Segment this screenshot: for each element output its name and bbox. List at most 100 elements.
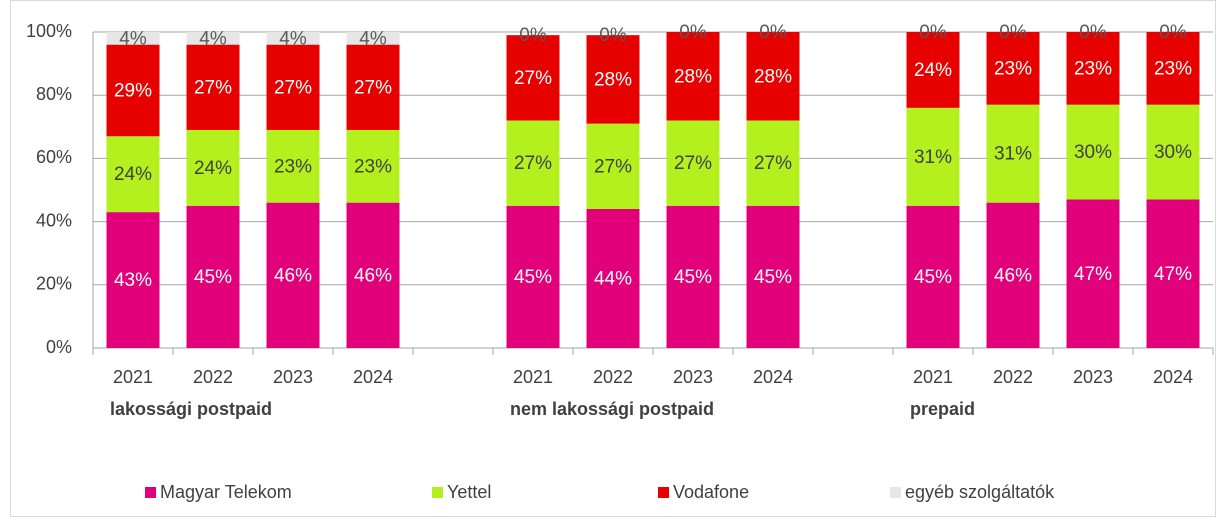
data-label: 45% bbox=[754, 267, 792, 288]
y-tick-label: 0% bbox=[46, 337, 72, 357]
bar-segment bbox=[506, 205, 560, 348]
bar-segment bbox=[746, 32, 800, 121]
data-label: 27% bbox=[514, 153, 552, 174]
x-tick-label: 2023 bbox=[1073, 367, 1113, 387]
y-tick-label: 80% bbox=[36, 84, 72, 104]
bar-segment bbox=[986, 32, 1040, 105]
data-label: 27% bbox=[194, 77, 232, 98]
bar-segment bbox=[186, 129, 240, 206]
data-label: 28% bbox=[594, 69, 632, 90]
bar-segment bbox=[666, 32, 720, 121]
data-label: 47% bbox=[1154, 264, 1192, 285]
legend-swatch bbox=[432, 487, 443, 498]
x-tick-label: 2022 bbox=[993, 367, 1033, 387]
data-label: 45% bbox=[194, 267, 232, 288]
bar-segment bbox=[586, 123, 640, 209]
data-label: 0% bbox=[919, 22, 947, 43]
bar-segment bbox=[1066, 199, 1120, 348]
data-label: 0% bbox=[759, 22, 787, 43]
bar-segment bbox=[746, 120, 800, 206]
data-label: 46% bbox=[994, 265, 1032, 286]
legend-label: Vodafone bbox=[673, 482, 749, 502]
bar-segment bbox=[1146, 199, 1200, 348]
bar-segment bbox=[346, 129, 400, 203]
bar-segment bbox=[986, 202, 1040, 348]
data-label: 31% bbox=[914, 147, 952, 168]
bar-segment bbox=[906, 32, 960, 108]
data-label: 23% bbox=[1154, 58, 1192, 79]
data-label: 43% bbox=[114, 270, 152, 291]
data-label: 46% bbox=[274, 265, 312, 286]
data-label: 4% bbox=[199, 28, 227, 49]
data-label: 0% bbox=[519, 25, 547, 46]
bar-segment bbox=[346, 44, 400, 130]
x-tick-label: 2024 bbox=[353, 367, 393, 387]
data-label: 45% bbox=[914, 267, 952, 288]
data-label: 29% bbox=[114, 80, 152, 101]
bar-segment bbox=[186, 32, 240, 45]
legend-label: Magyar Telekom bbox=[160, 482, 292, 502]
data-label: 45% bbox=[674, 267, 712, 288]
data-label: 24% bbox=[914, 60, 952, 81]
data-label: 28% bbox=[754, 66, 792, 87]
bar-segment bbox=[106, 212, 160, 348]
bar-segment bbox=[586, 35, 640, 124]
group-label: prepaid bbox=[910, 399, 975, 419]
data-label: 23% bbox=[274, 156, 312, 177]
bar-segment bbox=[1146, 104, 1200, 200]
x-tick-label: 2022 bbox=[193, 367, 233, 387]
data-label: 0% bbox=[1079, 22, 1107, 43]
data-label: 0% bbox=[599, 25, 627, 46]
legend-label: egyéb szolgáltatók bbox=[905, 482, 1055, 502]
bar-segment bbox=[506, 120, 560, 206]
bar-segment bbox=[1066, 32, 1120, 105]
data-label: 24% bbox=[194, 158, 232, 179]
bar-segment bbox=[986, 104, 1040, 203]
data-label: 27% bbox=[274, 77, 312, 98]
legend-label: Yettel bbox=[447, 482, 491, 502]
bar-segment bbox=[666, 205, 720, 348]
data-label: 0% bbox=[679, 22, 707, 43]
y-tick-label: 40% bbox=[36, 210, 72, 230]
legend-swatch bbox=[658, 487, 669, 498]
y-tick-label: 60% bbox=[36, 147, 72, 167]
data-label: 4% bbox=[279, 28, 307, 49]
data-label: 27% bbox=[754, 153, 792, 174]
x-tick-label: 2022 bbox=[593, 367, 633, 387]
data-label: 30% bbox=[1154, 142, 1192, 163]
bar-segment bbox=[186, 205, 240, 348]
data-label: 45% bbox=[514, 267, 552, 288]
bar-segment bbox=[266, 32, 320, 45]
data-label: 0% bbox=[1159, 22, 1187, 43]
bar-segment bbox=[506, 35, 560, 121]
data-label: 31% bbox=[994, 144, 1032, 165]
legend-swatch bbox=[890, 487, 901, 498]
data-label: 27% bbox=[354, 77, 392, 98]
x-tick-label: 2024 bbox=[753, 367, 793, 387]
data-label: 44% bbox=[594, 268, 632, 289]
data-label: 27% bbox=[594, 156, 632, 177]
x-tick-label: 2023 bbox=[273, 367, 313, 387]
data-label: 27% bbox=[674, 153, 712, 174]
bar-segment bbox=[1146, 32, 1200, 105]
bar-segment bbox=[186, 44, 240, 130]
group-label: lakossági postpaid bbox=[110, 399, 272, 419]
bar-segment bbox=[906, 205, 960, 348]
bar-segment bbox=[1066, 104, 1120, 200]
data-label: 30% bbox=[1074, 142, 1112, 163]
data-label: 23% bbox=[354, 156, 392, 177]
bar-segment bbox=[346, 202, 400, 348]
bar-segment bbox=[106, 44, 160, 137]
data-label: 4% bbox=[119, 28, 147, 49]
bar-segment bbox=[666, 120, 720, 206]
x-tick-label: 2021 bbox=[513, 367, 553, 387]
group-label: nem lakossági postpaid bbox=[510, 399, 714, 419]
bar-segment bbox=[106, 32, 160, 45]
data-label: 47% bbox=[1074, 264, 1112, 285]
bar-segment bbox=[346, 32, 400, 45]
y-tick-label: 100% bbox=[26, 21, 72, 41]
y-tick-label: 20% bbox=[36, 274, 72, 294]
x-tick-label: 2023 bbox=[673, 367, 713, 387]
bar-segment bbox=[266, 129, 320, 203]
